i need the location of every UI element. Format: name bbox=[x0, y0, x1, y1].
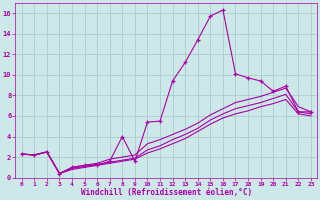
X-axis label: Windchill (Refroidissement éolien,°C): Windchill (Refroidissement éolien,°C) bbox=[81, 188, 252, 197]
